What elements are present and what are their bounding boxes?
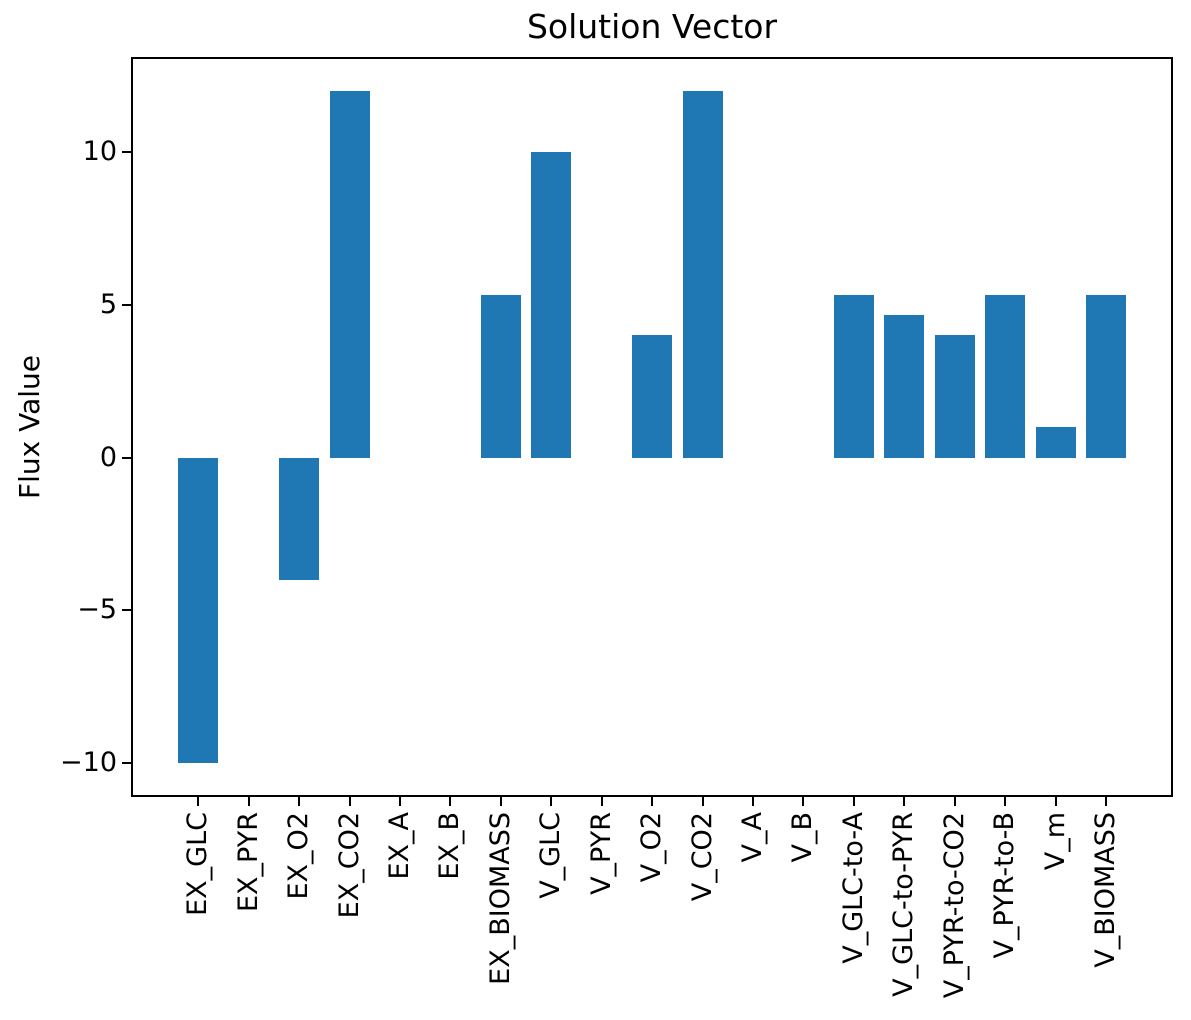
y-tick-mark [122,762,131,765]
bar-V_O2 [632,335,673,458]
x-tick-mark [247,797,250,806]
x-tick-label-V_BIOMASS: V_BIOMASS [1090,812,1122,968]
x-tick-label-EX_O2: EX_O2 [283,812,315,900]
bar-V_GLC [531,151,572,458]
x-tick-mark [1054,797,1057,806]
y-tick-mark [122,150,131,153]
y-tick-label: 0 [99,441,117,473]
x-tick-mark [348,797,351,806]
bar-V_PYR-to-B [985,294,1026,458]
x-tick-label-V_GLC-to-PYR: V_GLC-to-PYR [888,812,920,997]
x-tick-mark [449,797,452,806]
x-tick-label-EX_B: EX_B [434,812,466,880]
x-tick-label-V_PYR-to-B: V_PYR-to-B [989,812,1021,959]
bar-V_GLC-to-A [833,294,874,458]
x-tick-label-V_O2: V_O2 [636,812,668,883]
y-axis-label: Flux Value [13,355,46,499]
x-tick-mark [499,797,502,806]
x-tick-mark [399,797,402,806]
x-tick-mark [852,797,855,806]
bar-V_PYR-to-CO2 [934,335,975,458]
y-tick-label: 10 [82,135,117,167]
x-tick-mark [1105,797,1108,806]
x-tick-label-V_GLC: V_GLC [535,812,567,899]
x-tick-mark [701,797,704,806]
x-tick-label-EX_BIOMASS: EX_BIOMASS [484,812,516,985]
x-tick-label-V_A: V_A [737,812,769,863]
x-tick-label-V_CO2: V_CO2 [686,812,718,902]
x-tick-label-V_B: V_B [787,812,819,863]
x-tick-label-EX_PYR: EX_PYR [232,812,264,912]
bar-V_GLC-to-PYR [884,314,925,458]
x-tick-label-V_PYR-to-CO2: V_PYR-to-CO2 [938,812,970,999]
x-tick-mark [1004,797,1007,806]
x-tick-mark [752,797,755,806]
bar-EX_O2 [279,457,320,580]
bar-V_m [1035,427,1076,458]
x-tick-mark [197,797,200,806]
x-tick-label-EX_GLC: EX_GLC [182,812,214,916]
x-tick-mark [651,797,654,806]
x-tick-mark [550,797,553,806]
x-tick-label-EX_A: EX_A [384,812,416,880]
x-tick-mark [903,797,906,806]
bar-EX_GLC [178,457,219,764]
y-tick-mark [122,609,131,612]
x-tick-label-V_m: V_m [1039,812,1071,871]
bar-V_CO2 [682,90,723,458]
x-tick-label-V_GLC-to-A: V_GLC-to-A [837,812,869,964]
y-tick-mark [122,303,131,306]
x-tick-label-EX_CO2: EX_CO2 [333,812,365,919]
bar-EX_CO2 [329,90,370,458]
y-tick-mark [122,456,131,459]
y-tick-label: −5 [77,594,117,626]
y-tick-label: −10 [60,747,117,779]
bar-V_BIOMASS [1086,294,1127,458]
x-tick-mark [802,797,805,806]
y-tick-label: 5 [99,288,117,320]
x-tick-mark [298,797,301,806]
x-tick-mark [600,797,603,806]
chart-title: Solution Vector [526,7,778,46]
plot-area [131,57,1173,797]
x-tick-label-V_PYR: V_PYR [585,812,617,895]
x-tick-mark [953,797,956,806]
bar-EX_BIOMASS [480,294,521,458]
